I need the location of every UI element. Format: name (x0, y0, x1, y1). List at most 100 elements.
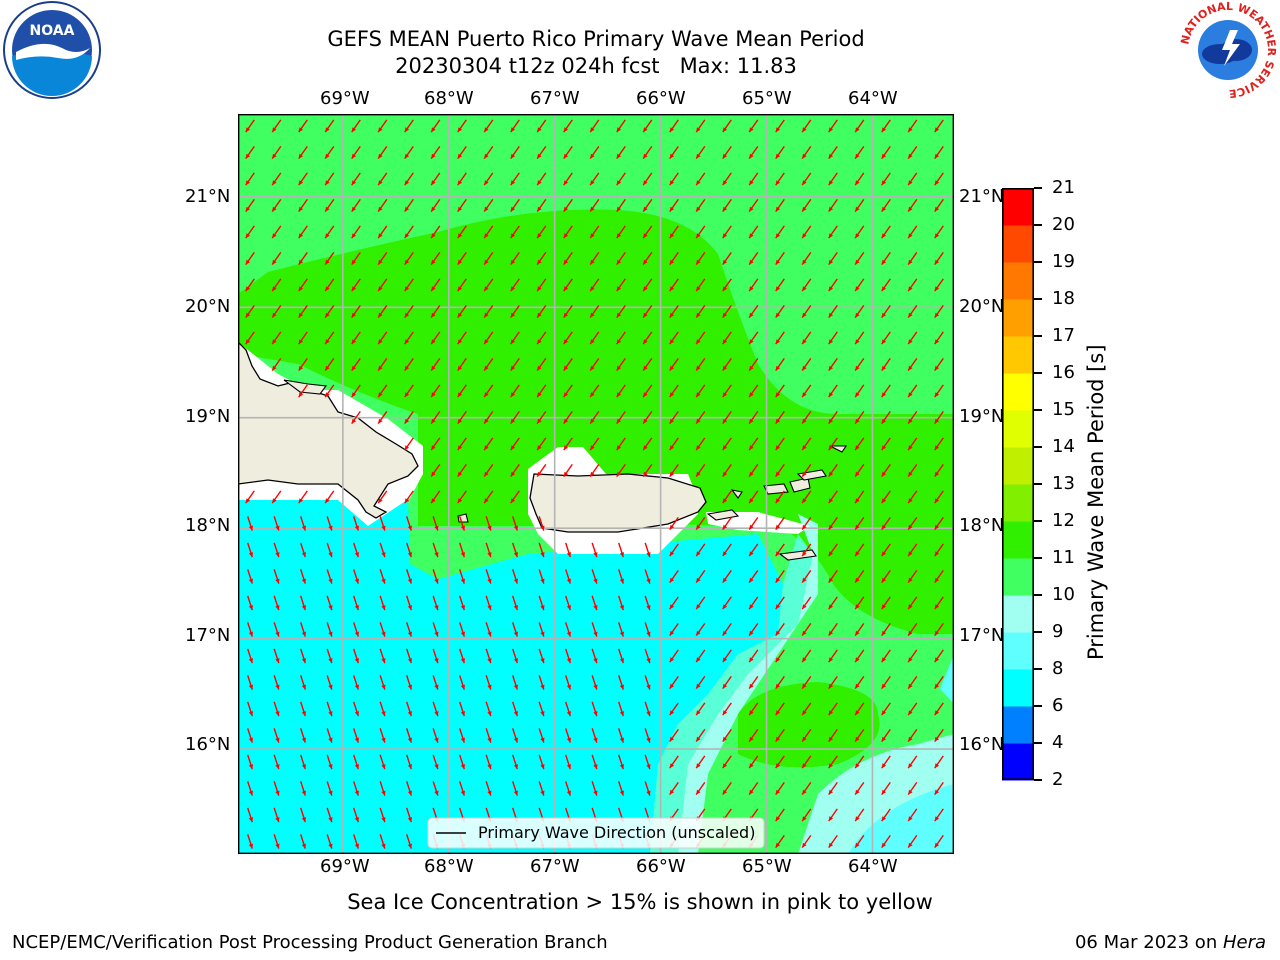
wave-vector (934, 728, 944, 743)
wave-vector (854, 463, 865, 478)
wave-vector (881, 251, 891, 266)
wave-vector (695, 437, 706, 451)
wave-vector (430, 463, 441, 478)
wave-vector (404, 225, 414, 239)
wave-vector (775, 251, 785, 266)
noaa-logo-text: NOAA (30, 23, 75, 39)
wave-vector (351, 251, 361, 266)
wave-vector (616, 410, 626, 425)
wave-vector (828, 198, 838, 213)
wave-vector (459, 648, 465, 664)
wave-vector (510, 145, 520, 160)
colorbar-segment (1002, 595, 1034, 633)
wave-vector (881, 463, 891, 478)
wave-vector (695, 728, 706, 743)
wave-vector (563, 172, 573, 186)
wave-vector (457, 145, 467, 160)
wave-vector (379, 622, 386, 637)
wave-vector (589, 410, 600, 425)
wave-vector (934, 649, 944, 663)
wave-vector (748, 781, 759, 796)
wave-vector (538, 516, 545, 531)
wave-vector (775, 410, 785, 425)
wave-vector (404, 145, 414, 160)
colorbar-frame (1002, 188, 1034, 781)
wave-vector (377, 304, 388, 319)
colorbar-segment (1002, 262, 1034, 300)
wave-vector (485, 754, 492, 770)
wave-vector (536, 410, 547, 425)
wave-vector (565, 595, 571, 611)
wave-vector (536, 357, 547, 372)
wave-vector (828, 251, 838, 266)
wave-vector (536, 145, 547, 160)
wave-vector (722, 649, 732, 663)
wave-vector (324, 225, 335, 239)
colorbar-segment (1002, 521, 1034, 559)
wave-vector (642, 410, 653, 425)
wave-vector (801, 755, 812, 769)
colorbar-tick-mark (1034, 261, 1042, 263)
field-band-6-8 (238, 499, 783, 854)
wave-vector (483, 410, 494, 425)
wave-vector (591, 781, 598, 796)
wave-vector (483, 251, 494, 266)
wave-vector (245, 225, 255, 239)
wave-vector (351, 304, 361, 319)
wave-vector (377, 357, 388, 372)
wave-vector (828, 410, 838, 425)
wave-vector (536, 119, 547, 133)
wave-vector (457, 304, 467, 319)
wave-vector (485, 569, 492, 584)
wave-vector (934, 145, 944, 160)
wave-vector (618, 781, 624, 796)
wave-vector (432, 622, 439, 637)
wave-vector (801, 225, 812, 239)
wave-vector (430, 251, 441, 266)
wave-vector (695, 198, 706, 213)
wave-vector (271, 225, 282, 239)
wave-vector (379, 701, 386, 717)
wave-vector (538, 781, 545, 796)
wave-vector (828, 569, 838, 584)
wave-vector (616, 384, 626, 398)
wave-vector (510, 172, 520, 186)
wave-vector (669, 596, 679, 610)
wave-vector (459, 675, 465, 690)
wave-vector (669, 198, 679, 213)
wave-vector (669, 569, 679, 584)
wave-vector (512, 701, 518, 717)
y-tick-left-2: 20°N (185, 296, 231, 317)
y-tick-right-5: 17°N (959, 625, 1005, 646)
wave-vector (881, 278, 891, 292)
wave-vector (377, 145, 388, 160)
wave-vector (406, 675, 412, 690)
wave-vector (406, 728, 412, 743)
wave-vector (748, 755, 759, 769)
wave-vector (881, 781, 891, 796)
wave-vector (907, 543, 918, 557)
wave-vector (881, 410, 891, 425)
wave-vector (828, 649, 838, 663)
wave-vector (483, 384, 494, 398)
wave-vector (934, 490, 944, 504)
wave-vector (695, 172, 706, 186)
wave-vector (669, 649, 679, 663)
wave-vector (563, 384, 573, 398)
wave-vector (406, 595, 412, 611)
wave-vector (485, 622, 492, 637)
wave-vector (881, 172, 891, 186)
wave-vector (565, 754, 571, 770)
wave-vector (881, 198, 891, 213)
wave-vector (934, 331, 944, 345)
wave-vector (324, 145, 335, 160)
wave-vector (618, 569, 624, 584)
wave-vector (828, 331, 838, 345)
wave-vector (934, 172, 944, 186)
wave-vector (775, 781, 785, 796)
wave-vector (669, 357, 679, 372)
wave-vector (616, 225, 626, 239)
wave-vector (247, 516, 253, 531)
wave-vector (616, 251, 626, 266)
wave-vector (247, 701, 253, 717)
